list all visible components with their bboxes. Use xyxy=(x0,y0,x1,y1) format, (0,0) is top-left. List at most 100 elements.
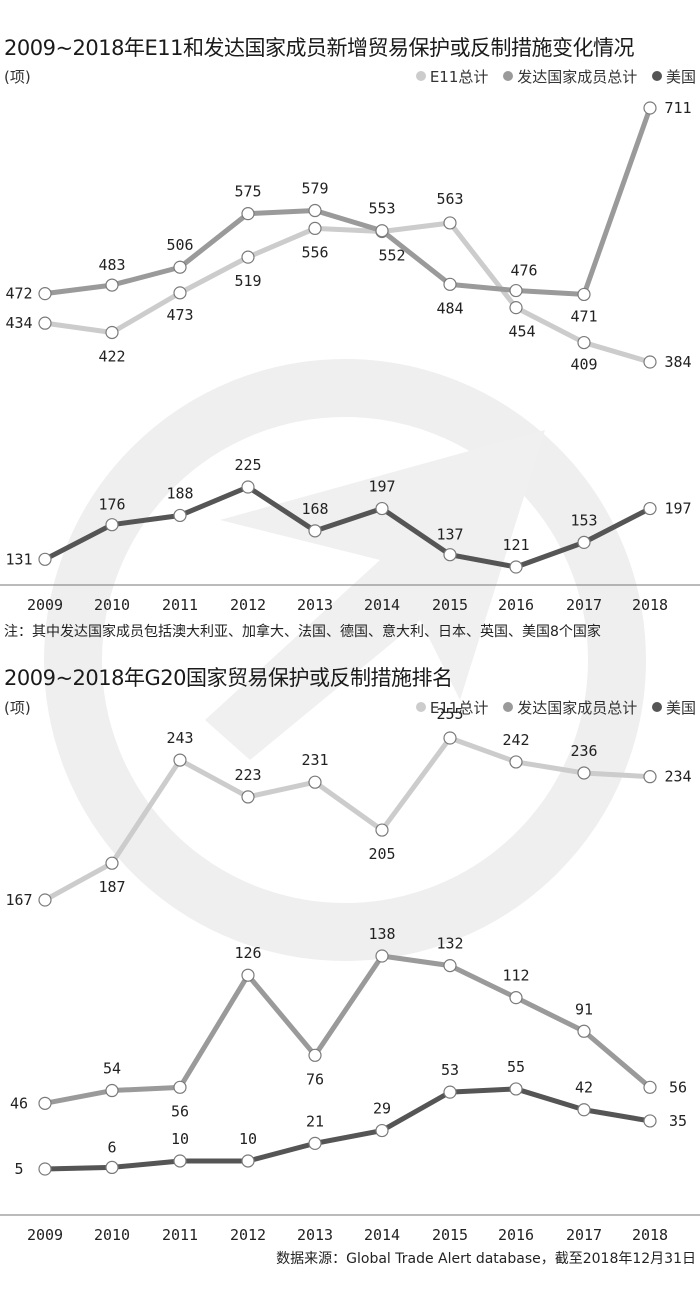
series-line-2 xyxy=(44,107,653,297)
data-label: 225 xyxy=(234,456,261,474)
data-point xyxy=(509,1082,523,1096)
x-tick-label: 2018 xyxy=(632,1226,668,1244)
legend-dot-icon xyxy=(503,71,514,81)
data-label: 29 xyxy=(373,1100,391,1118)
x-tick-label: 2010 xyxy=(94,1226,130,1244)
chart1-title: 2009~2018年E11和发达国家成员新增贸易保护或反制措施变化情况 xyxy=(4,36,634,60)
legend-dot-icon xyxy=(651,702,662,712)
data-point xyxy=(38,1162,52,1176)
data-label: 223 xyxy=(234,766,261,784)
data-label: 553 xyxy=(368,200,395,218)
data-label: 471 xyxy=(570,307,597,325)
data-point xyxy=(643,101,657,115)
data-point xyxy=(577,335,591,350)
legend-dot-icon xyxy=(415,71,426,81)
data-label: 187 xyxy=(98,878,125,896)
data-point xyxy=(443,216,457,230)
data-label: 483 xyxy=(98,256,125,274)
data-point xyxy=(105,278,119,292)
data-point xyxy=(509,991,523,1005)
data-point xyxy=(241,1154,255,1168)
data-point xyxy=(509,560,523,574)
data-label: 42 xyxy=(575,1079,593,1097)
x-tick-label: 2013 xyxy=(297,596,333,614)
data-label: 234 xyxy=(664,768,691,786)
data-label: 121 xyxy=(502,536,529,554)
data-label: 579 xyxy=(301,180,328,198)
chart2-layer: 2009 2010 2011 2012 2013 2014 2015 2016 2017 2018… xyxy=(0,705,700,1244)
data-label: 56 xyxy=(171,1102,189,1120)
series-line-3 xyxy=(43,484,652,570)
x-tick-label: 2014 xyxy=(364,1226,400,1244)
data-label: 76 xyxy=(306,1070,324,1088)
chart1-plot: 2009 2010 2011 2012 2013 2014 2015 2016 2017 2018… xyxy=(0,99,700,614)
x-tick-label: 2011 xyxy=(162,1226,198,1244)
data-label: 255 xyxy=(436,705,463,723)
chart1-unit: (项) xyxy=(4,68,31,86)
data-label: 10 xyxy=(171,1130,189,1148)
data-point xyxy=(509,755,523,769)
data-point xyxy=(509,301,523,315)
data-point xyxy=(509,283,523,298)
data-label: 137 xyxy=(436,526,463,544)
chart2-title: 2009~2018年G20国家贸易保护或反制措施排名 xyxy=(4,666,453,690)
data-label: 35 xyxy=(669,1112,687,1130)
data-point xyxy=(38,552,52,566)
data-label: 5 xyxy=(14,1160,23,1178)
chart2-unit: (项) xyxy=(4,699,31,717)
legend-dot-icon xyxy=(651,71,662,81)
legend-item-developed: 发达国家成员总计 xyxy=(503,66,637,87)
data-point xyxy=(443,959,457,973)
data-point xyxy=(643,1080,657,1094)
data-label: 473 xyxy=(166,306,193,324)
data-point xyxy=(308,775,322,789)
x-tick-label: 2013 xyxy=(297,1226,333,1244)
data-label: 711 xyxy=(664,99,691,117)
data-point xyxy=(105,856,119,870)
x-tick-label: 2011 xyxy=(162,596,198,614)
data-point xyxy=(241,968,255,982)
data-point xyxy=(38,287,52,301)
data-label: 563 xyxy=(436,190,463,208)
data-point xyxy=(38,1096,52,1110)
data-label: 91 xyxy=(575,1000,593,1018)
data-label: 21 xyxy=(306,1112,324,1130)
legend-item-developed: 发达国家成员总计 xyxy=(503,697,637,718)
legend-item-e11: E11总计 xyxy=(415,697,488,718)
data-point xyxy=(241,480,255,494)
data-label: 384 xyxy=(664,353,691,371)
data-label: 484 xyxy=(436,299,463,317)
legend-dot-icon xyxy=(503,702,514,712)
x-tick-label: 2014 xyxy=(364,596,400,614)
data-point xyxy=(308,203,322,218)
data-point xyxy=(443,731,457,745)
data-point xyxy=(308,221,322,235)
data-label: 409 xyxy=(570,356,597,374)
data-point xyxy=(375,501,389,516)
data-point xyxy=(643,770,657,784)
data-point xyxy=(173,753,187,767)
data-label: 422 xyxy=(98,347,125,365)
data-point xyxy=(643,501,657,516)
data-label: 434 xyxy=(5,314,32,332)
data-point xyxy=(443,1085,457,1099)
data-label: 53 xyxy=(441,1061,459,1079)
data-point xyxy=(308,1048,322,1062)
x-tick-label: 2009 xyxy=(27,1226,63,1244)
x-tick-label: 2018 xyxy=(632,596,668,614)
data-point xyxy=(308,1136,322,1150)
legend-dot-icon xyxy=(415,702,426,712)
chart2-plot: 2009 2010 2011 2012 2013 2014 2015 2016 2017 2018… xyxy=(0,705,700,1244)
data-point xyxy=(375,949,389,963)
data-point xyxy=(577,535,591,549)
legend-item-e11: E11总计 xyxy=(415,66,488,87)
chart1-note: 注：其中发达国家成员包括澳大利亚、加拿大、法国、德国、意大利、日本、英国、美国8… xyxy=(4,624,601,640)
data-point xyxy=(241,250,255,264)
data-label: 506 xyxy=(166,236,193,254)
data-label: 10 xyxy=(239,1130,257,1148)
data-point xyxy=(241,790,255,804)
data-label: 167 xyxy=(5,891,32,909)
data-label: 132 xyxy=(436,935,463,953)
data-label: 519 xyxy=(234,272,261,290)
data-point xyxy=(577,766,591,780)
